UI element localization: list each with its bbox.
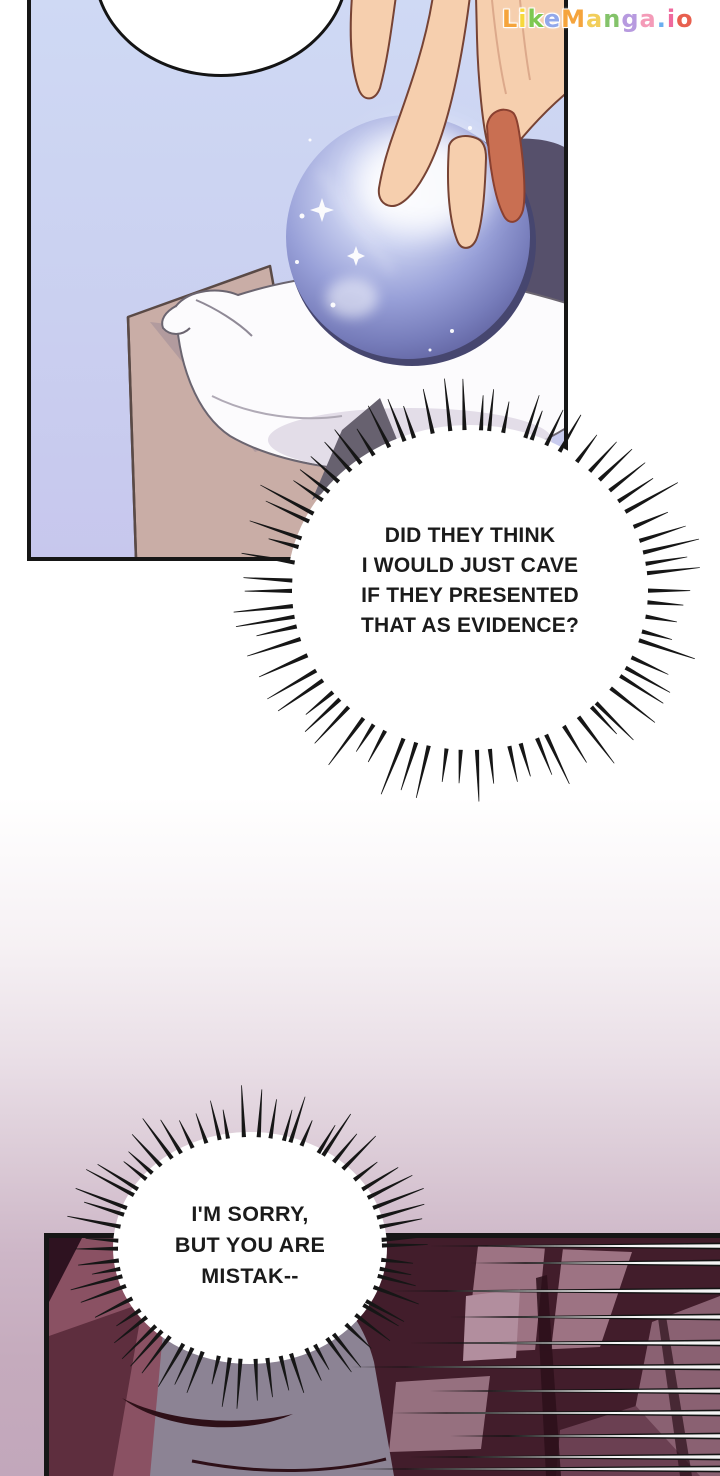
middle-finger (447, 135, 487, 249)
watermark-likemanga: LikeManga.io (502, 5, 694, 33)
watermark-letter: e (543, 5, 562, 33)
speech-line: I'M SORRY, (191, 1202, 309, 1226)
watermark-letter: i (666, 5, 677, 33)
burst-spikes (233, 378, 700, 802)
burst-spikes (67, 1085, 428, 1409)
thought-line: DID THEY THINK (384, 524, 556, 547)
burst-bubble-speech-body (113, 1132, 387, 1364)
watermark-letter: o (676, 5, 694, 33)
watermark-letter: L (502, 5, 519, 33)
watermark-letter: k (527, 5, 544, 33)
burst-bubble-speech (67, 1085, 428, 1409)
thought-line: I WOULD JUST CAVE (361, 554, 579, 577)
watermark-letter: i (518, 5, 528, 33)
pinky-finger (349, 0, 397, 100)
watermark-letter: a (639, 5, 657, 33)
speech-line: MISTAK-- (201, 1264, 299, 1288)
watermark-letter: M (561, 5, 587, 33)
shadow-finger (486, 108, 526, 223)
eyebrow-line (122, 1398, 293, 1428)
watermark-letter: g (621, 5, 640, 33)
watermark-letter: a (586, 5, 604, 33)
watermark-letter: . (656, 5, 667, 33)
speech-text: I'M SORRY, BUT YOU ARE MISTAK-- (100, 1199, 400, 1292)
hand-tendon-lines (491, 0, 531, 95)
hand (349, 0, 564, 249)
burst-bubble-thought-body (287, 425, 653, 755)
thought-text: DID THEY THINK I WOULD JUST CAVE IF THEY… (310, 521, 630, 641)
speech-line: BUT YOU ARE (174, 1233, 326, 1257)
thought-line: THAT AS EVIDENCE? (360, 614, 580, 637)
thought-line: IF THEY PRESENTED (361, 584, 579, 607)
speed-lines (350, 1242, 720, 1473)
watermark-letter: n (603, 5, 622, 33)
index-finger (377, 0, 471, 208)
burst-bubble-thought (233, 378, 700, 802)
